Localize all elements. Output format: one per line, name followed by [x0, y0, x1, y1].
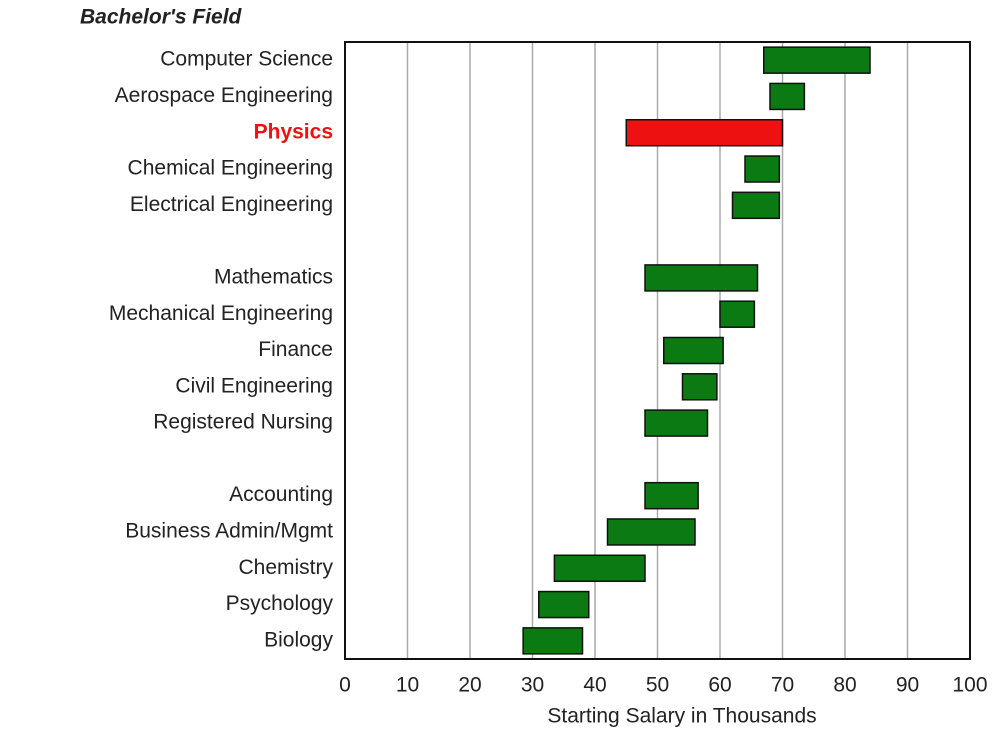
- x-tick-label: 30: [521, 674, 544, 697]
- x-tick-label: 60: [708, 674, 731, 697]
- y-tick-label: Accounting: [229, 483, 333, 506]
- x-axis-label: Starting Salary in Thousands: [547, 705, 816, 728]
- bar: [644, 264, 759, 292]
- y-tick-label: Electrical Engineering: [130, 193, 333, 216]
- y-tick-label: Business Admin/Mgmt: [125, 520, 333, 543]
- y-tick-label: Chemistry: [238, 556, 333, 579]
- x-tick-label: 70: [771, 674, 794, 697]
- x-tick-label: 90: [896, 674, 919, 697]
- y-tick-label: Mechanical Engineering: [109, 302, 333, 325]
- bar: [769, 82, 806, 111]
- y-tick-label: Physics: [254, 120, 333, 143]
- x-tick-label: 50: [646, 674, 669, 697]
- y-tick-label: Biology: [264, 628, 333, 651]
- y-tick-label: Finance: [258, 338, 333, 361]
- chart-title: Bachelor's Field: [80, 6, 243, 29]
- bar: [522, 627, 584, 655]
- y-tick-label: Aerospace Engineering: [115, 84, 333, 107]
- x-tick-label: 100: [952, 674, 987, 697]
- bar: [744, 155, 781, 183]
- bar: [625, 118, 784, 147]
- x-tick-label: 10: [396, 674, 419, 697]
- x-tick-label: 0: [339, 674, 351, 697]
- bar: [719, 300, 756, 328]
- x-tick-label: 40: [583, 674, 606, 697]
- bar: [606, 518, 696, 546]
- bar: [644, 481, 699, 510]
- bar: [663, 336, 724, 365]
- y-tick-label: Computer Science: [160, 48, 333, 71]
- y-tick-label: Psychology: [226, 592, 334, 615]
- bar: [538, 590, 590, 619]
- x-tick-label: 20: [458, 674, 481, 697]
- plot-frame: [344, 41, 971, 660]
- y-tick-label: Mathematics: [214, 265, 333, 288]
- bar: [731, 191, 781, 220]
- bar: [681, 373, 718, 401]
- y-tick-label: Chemical Engineering: [128, 157, 333, 180]
- bar: [763, 46, 871, 74]
- bar: [644, 409, 709, 437]
- y-tick-label: Civil Engineering: [175, 374, 333, 397]
- bar: [553, 554, 646, 583]
- x-tick-label: 80: [833, 674, 856, 697]
- y-tick-label: Registered Nursing: [153, 411, 333, 434]
